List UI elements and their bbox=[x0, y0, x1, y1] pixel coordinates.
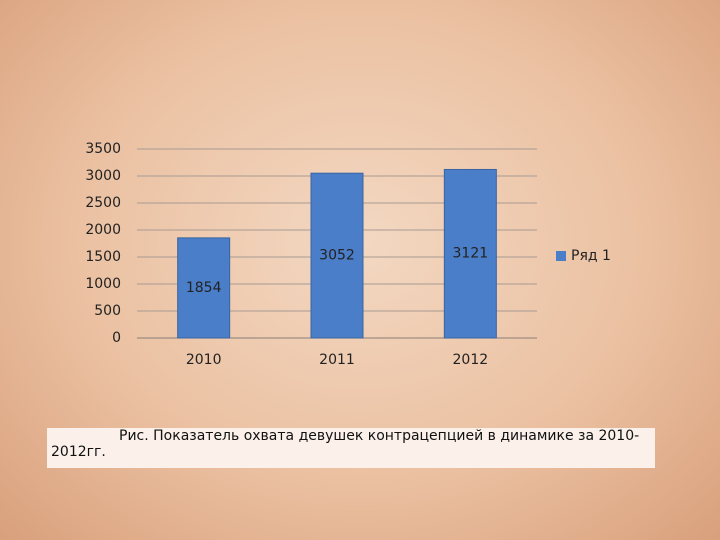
legend-swatch bbox=[556, 251, 566, 261]
x-tick-label: 2010 bbox=[186, 352, 222, 368]
x-tick-label: 2011 bbox=[319, 352, 355, 368]
y-tick-label: 3500 bbox=[85, 141, 121, 157]
data-label: 3121 bbox=[453, 246, 489, 262]
data-label: 3052 bbox=[319, 248, 355, 264]
bar bbox=[443, 168, 497, 339]
y-tick-label: 3000 bbox=[85, 168, 121, 184]
data-label: 1854 bbox=[186, 280, 222, 296]
caption: Рис. Показатель охвата девушек контрацеп… bbox=[47, 428, 655, 468]
bar bbox=[177, 237, 231, 339]
y-tick-label: 1000 bbox=[85, 276, 121, 292]
y-tick-label: 0 bbox=[112, 330, 121, 346]
y-tick-label: 500 bbox=[94, 303, 121, 319]
x-tick-label: 2012 bbox=[453, 352, 489, 368]
bar bbox=[310, 172, 364, 339]
legend-label: Ряд 1 bbox=[571, 248, 611, 264]
y-tick-label: 2500 bbox=[85, 195, 121, 211]
y-tick-label: 1500 bbox=[85, 249, 121, 265]
y-tick-label: 2000 bbox=[85, 222, 121, 238]
